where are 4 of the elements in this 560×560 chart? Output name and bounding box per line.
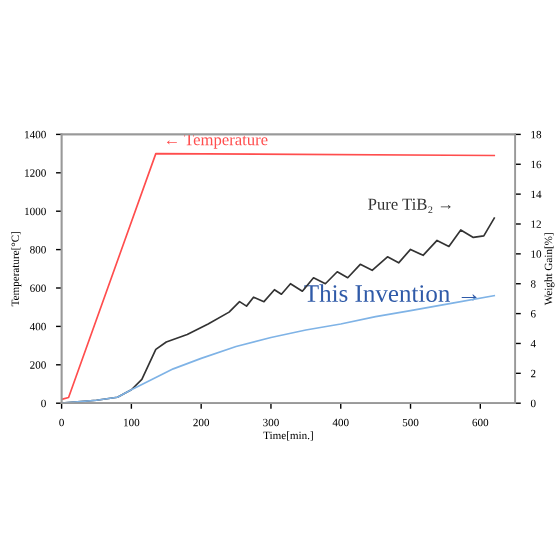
annotation: This Invention → [304, 284, 477, 302]
annotation: Pure TiB₂ → [368, 198, 451, 214]
annotation: ← Temperature [166, 134, 268, 149]
line-series [61, 152, 496, 401]
